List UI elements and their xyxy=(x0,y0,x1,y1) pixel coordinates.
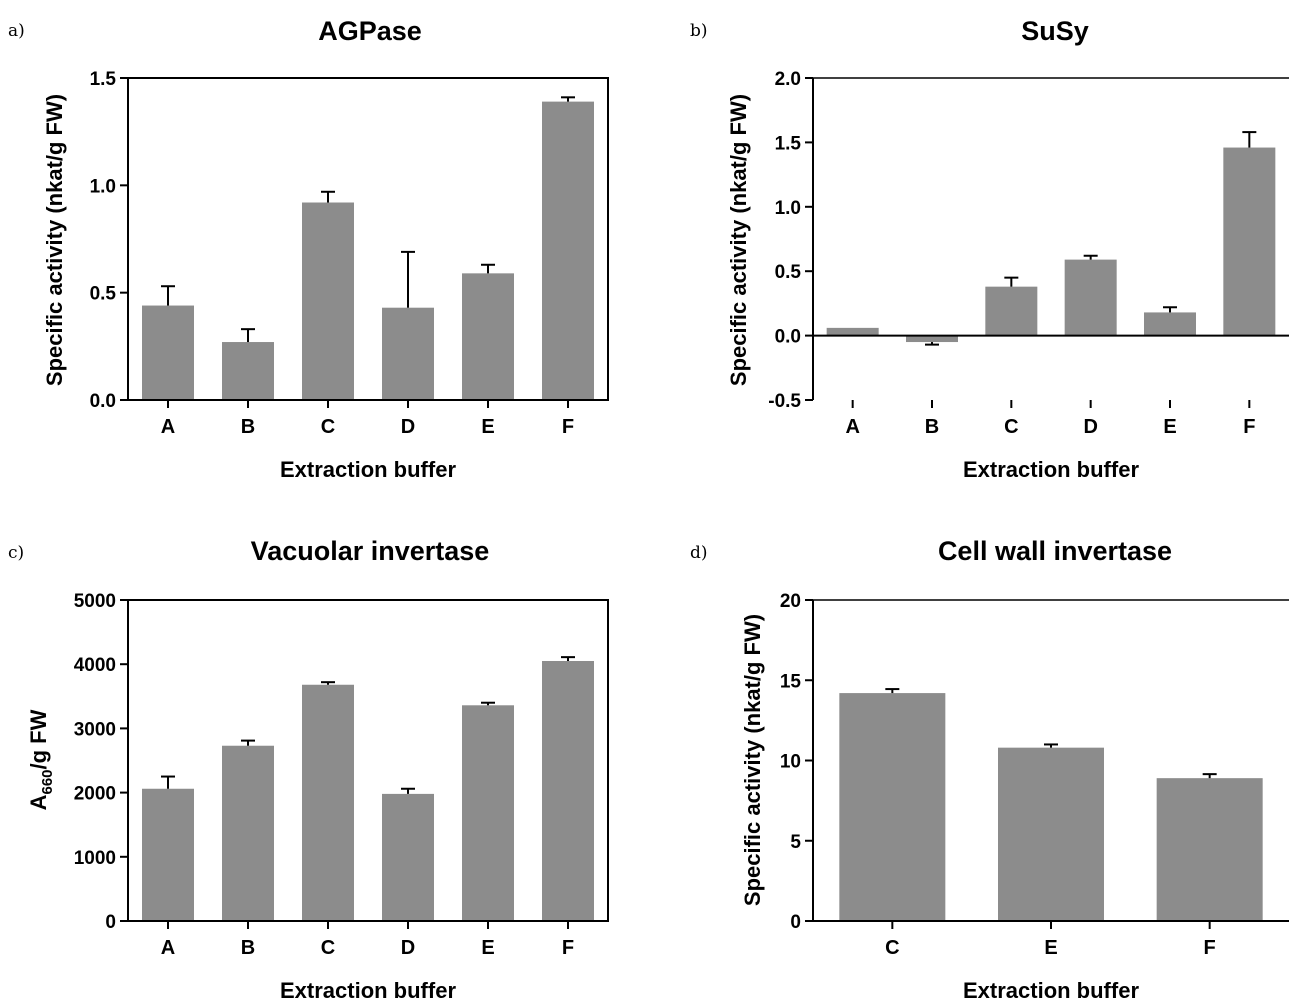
x-tick-label: E xyxy=(481,937,494,959)
bar-D xyxy=(1064,259,1117,336)
bar-F xyxy=(1156,778,1263,921)
x-tick-label: A xyxy=(161,416,175,438)
y-tick-label: 0.5 xyxy=(90,284,117,305)
bar-A xyxy=(142,305,194,400)
y-tick-label: 4000 xyxy=(74,655,116,676)
bar-F xyxy=(542,101,594,400)
x-tick-label: E xyxy=(1044,937,1057,959)
y-tick-label: 2000 xyxy=(74,784,116,805)
chart-title: Cell wall invertase xyxy=(938,536,1172,566)
chart-panel-4: d) Cell wall invertase 0 5 10 15 20 C E F Extracti… xyxy=(690,536,1289,1000)
bar-A xyxy=(142,788,194,921)
x-tick-label: D xyxy=(401,416,415,438)
y-tick-label: 5 xyxy=(790,832,801,853)
bar-C xyxy=(839,693,946,921)
x-tick-label: B xyxy=(241,937,255,959)
x-axis-label: Extraction buffer xyxy=(280,457,456,482)
x-tick-label: A xyxy=(845,416,859,438)
y-tick-label: 15 xyxy=(780,671,802,692)
x-tick-label: B xyxy=(925,416,939,438)
x-tick-label: C xyxy=(1004,416,1018,438)
y-tick-label: 0 xyxy=(105,912,116,933)
chart-panel-3: c) Vacuolar invertase 0 1000 2000 3000 4000 500… xyxy=(8,536,609,1000)
bar-B xyxy=(222,342,274,400)
panel-letter: c) xyxy=(8,543,24,563)
chart-title: AGPase xyxy=(318,16,422,46)
bar-A xyxy=(826,327,879,336)
panel-letter: a) xyxy=(8,21,25,41)
y-tick-label: 0 xyxy=(790,912,801,933)
bar-C xyxy=(985,286,1038,336)
x-tick-label: E xyxy=(1163,416,1176,438)
x-tick-label: C xyxy=(321,416,335,438)
x-tick-label: F xyxy=(562,416,574,438)
x-axis-label: Extraction buffer xyxy=(963,978,1139,1000)
x-axis-label: Extraction buffer xyxy=(280,978,456,1000)
y-axis-label: Specific activity (nkat/g FW) xyxy=(740,614,765,906)
plot-frame xyxy=(127,77,609,401)
bar-E xyxy=(1144,312,1196,336)
y-tick-label: 1.0 xyxy=(775,198,801,219)
x-tick-label: F xyxy=(1243,416,1255,438)
x-tick-label: E xyxy=(481,416,494,438)
bar-D xyxy=(382,307,434,400)
x-tick-label: F xyxy=(562,937,574,959)
y-axis-label: A660/g FW xyxy=(26,709,56,810)
bar-E xyxy=(998,747,1104,921)
y-tick-label: 0.0 xyxy=(775,327,801,348)
panel-letter: b) xyxy=(690,21,708,41)
y-tick-label: 20 xyxy=(780,591,801,612)
x-tick-label: A xyxy=(161,937,175,959)
y-tick-label: 1000 xyxy=(74,848,116,869)
y-tick-label: -0.5 xyxy=(768,391,801,412)
bar-B xyxy=(222,745,274,921)
y-tick-label: 3000 xyxy=(74,719,116,740)
y-tick-label: 2.0 xyxy=(775,69,801,90)
y-tick-label: 1.5 xyxy=(90,69,117,90)
chart-panel-1: a) AGPase 0.0 0.5 1.0 1.5 A B C D E F Extraction buf… xyxy=(8,16,609,482)
bar-D xyxy=(382,793,434,921)
y-tick-label: 0.5 xyxy=(775,262,802,283)
y-tick-label: 10 xyxy=(780,752,801,773)
bar-E xyxy=(462,273,514,400)
y-axis-label: Specific activity (nkat/g FW) xyxy=(42,94,67,386)
bar-F xyxy=(1223,147,1276,336)
x-axis-label: Extraction buffer xyxy=(963,457,1139,482)
x-tick-label: C xyxy=(885,937,899,959)
x-tick-label: B xyxy=(241,416,255,438)
y-tick-label: 1.0 xyxy=(90,176,116,197)
y-tick-label: 5000 xyxy=(74,591,116,612)
bar-E xyxy=(462,705,514,921)
plot-frame xyxy=(127,599,609,922)
x-tick-label: D xyxy=(401,937,415,959)
y-tick-label: 0.0 xyxy=(90,391,116,412)
y-tick-label: 1.5 xyxy=(775,133,802,154)
chart-title: SuSy xyxy=(1021,16,1089,46)
panel-letter: d) xyxy=(690,543,708,563)
bar-C xyxy=(302,202,354,400)
bar-F xyxy=(542,660,594,921)
chart-panel-2: b) SuSy -0.5 0.0 0.5 1.0 1.5 2.0 A B C D E F Extractio… xyxy=(690,16,1289,482)
y-axis-label: Specific activity (nkat/g FW) xyxy=(726,94,751,386)
x-tick-label: C xyxy=(321,937,335,959)
bar-B xyxy=(906,335,958,343)
x-tick-label: D xyxy=(1083,416,1097,438)
bar-C xyxy=(302,684,354,921)
x-tick-label: F xyxy=(1204,937,1216,959)
chart-title: Vacuolar invertase xyxy=(251,536,490,566)
